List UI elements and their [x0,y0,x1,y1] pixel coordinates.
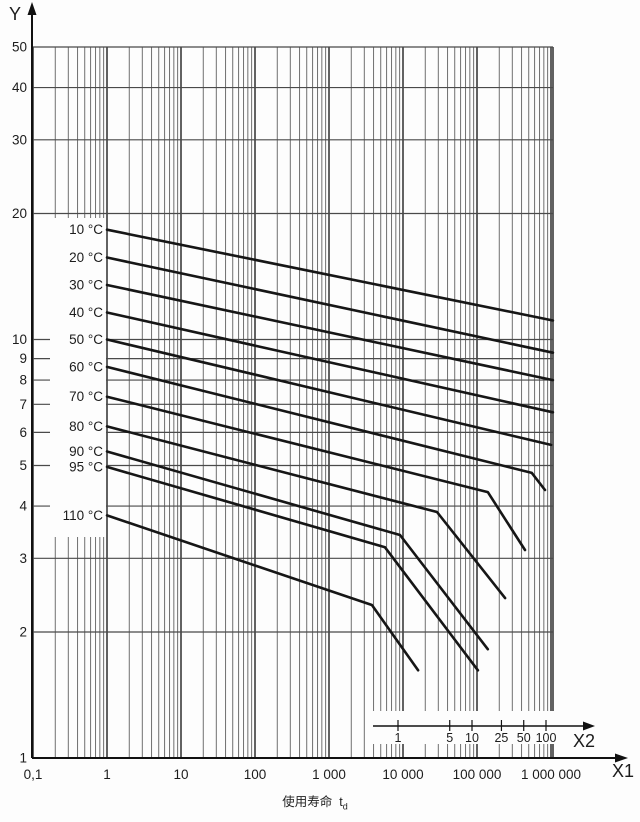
curve-label-20c: 20 °C [69,250,103,265]
y-axis-arrow [27,2,37,15]
curve-label-10c: 10 °C [69,222,103,237]
x1-axis-title: X1 [612,761,634,781]
y-tick-label: 5 [19,458,27,473]
x2-tick-label: 1 [395,731,402,745]
y-tick-label: 3 [19,551,27,566]
y-tick-label: 2 [19,625,27,640]
curve-labels: 10 °C 20 °C 30 °C 40 °C 50 °C 60 °C 70 °C 80 °C… [63,222,104,523]
y-tick-labels: 1 2 3 4 5 6 7 8 9 10 20 30 40 50 Y [9,4,27,766]
x2-axis-title: X2 [573,731,595,751]
curve-label-80c: 80 °C [69,419,103,434]
caption-text: 使用寿命 [282,795,333,809]
y-tick-label: 20 [12,206,27,221]
x2-tick-labels: 1 5 10 25 50 100 X2 [395,731,595,751]
curve-label-95c: 95 °C [69,459,103,474]
temperature-curve-90c [105,450,490,651]
y-tick-label: 40 [12,80,27,95]
temperature-curve-10c [105,228,555,322]
grid-vertical-major [32,47,554,758]
temperature-curve-80c [105,425,507,600]
x1-tick-labels: 0,1 1 10 100 1 000 10 000 100 000 1 000 000 X1 [24,761,634,782]
x-axis-caption: 使用寿命 td [235,791,395,812]
temperature-curve-95c [105,465,480,672]
y-tick-label: 4 [19,499,27,514]
x1-tick-label: 100 000 [453,767,502,782]
y-tick-label: 9 [19,351,27,366]
temperature-curve-30c [105,283,555,382]
y-tick-label: 7 [19,397,27,412]
grid-horizontal [32,46,553,633]
x1-tick-label: 1 000 000 [521,767,581,782]
y-axis-title: Y [9,4,21,24]
curve-label-90c: 90 °C [69,444,103,459]
x2-tick-label: 10 [465,731,479,745]
y-tick-label: 50 [12,39,27,54]
curve-label-60c: 60 °C [69,359,103,374]
caption-symbol: t [339,795,343,809]
x2-axis [373,720,595,731]
temperature-curve-70c [105,395,527,552]
x2-tick-label: 5 [446,731,453,745]
temperature-curve-110c [105,514,420,672]
curve-label-40c: 40 °C [69,305,103,320]
y-tick-label: 10 [12,332,27,347]
legend-mask [50,218,106,537]
y-tick-label: 6 [19,425,27,440]
temperature-curve-60c [105,365,547,492]
main-axes [27,2,628,763]
x2-tick-label: 50 [517,731,531,745]
x1-tick-label: 0,1 [24,767,43,782]
curves [105,228,555,672]
temperature-curve-20c [105,256,555,355]
curve-label-30c: 30 °C [69,277,103,292]
x1-tick-label: 100 [244,767,267,782]
curve-label-50c: 50 °C [69,332,103,347]
x1-axis-arrow [615,753,628,763]
x2-tick-label: 25 [494,731,508,745]
x2-axis-mask [371,711,597,744]
x2-axis-arrow [583,721,595,731]
curve-label-110c: 110 °C [63,508,104,523]
x2-tick-label: 100 [536,731,557,745]
caption-subscript: d [342,801,348,812]
x1-tick-label: 10 000 [382,767,423,782]
y-tick-label: 1 [19,751,27,766]
curve-label-70c: 70 °C [69,389,103,404]
temperature-curve-50c [105,338,553,447]
temperature-curve-40c [105,311,555,414]
y-tick-label: 8 [19,373,27,388]
y-tick-label: 30 [12,132,27,147]
x1-tick-label: 1 000 [312,767,346,782]
x1-tick-label: 10 [173,767,188,782]
x1-tick-label: 1 [103,767,111,782]
